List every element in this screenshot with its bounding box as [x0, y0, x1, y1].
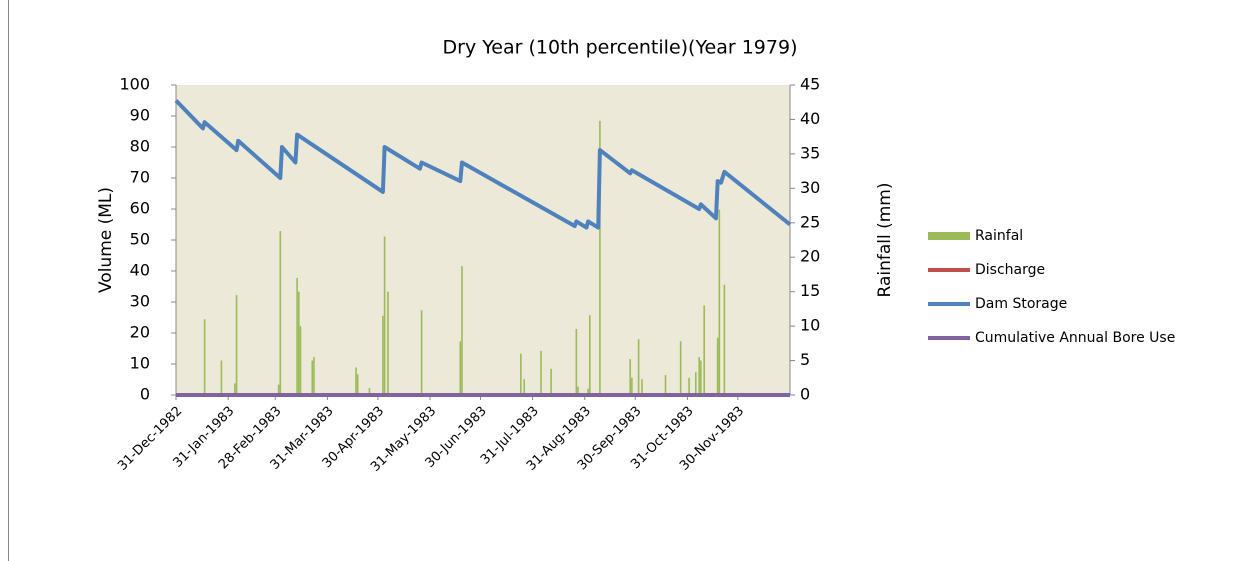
rain-bar — [700, 360, 702, 395]
rain-bar — [520, 353, 522, 395]
y-tick-label: 90 — [130, 106, 150, 125]
y-tick-label: 80 — [130, 137, 150, 156]
rain-bar — [679, 341, 682, 395]
y2-tick-label: 5 — [800, 350, 810, 369]
legend-label: Cumulative Annual Bore Use — [975, 330, 1175, 346]
rain-bar — [688, 377, 690, 395]
y2-tick-label: 30 — [800, 178, 820, 197]
rain-bar — [599, 120, 601, 396]
rain-bar — [694, 372, 697, 395]
y-tick-label: 40 — [130, 261, 150, 280]
y2-axis-label: Rainfall (mm) — [875, 183, 895, 298]
y2-tick-label: 45 — [800, 75, 820, 94]
rain-bar — [459, 341, 462, 395]
rain-bar — [387, 291, 389, 395]
rain-bar — [356, 374, 359, 395]
rain-bar — [550, 368, 552, 395]
rain-bar — [461, 266, 463, 395]
y2-tick-label: 35 — [800, 143, 820, 162]
y2-tick-label: 40 — [800, 109, 820, 128]
legend-swatch — [928, 232, 970, 240]
y-tick-label: 0 — [140, 385, 150, 404]
rain-bar — [718, 209, 721, 395]
y2-tick-label: 25 — [800, 212, 820, 231]
y2-tick-label: 10 — [800, 316, 820, 335]
y-tick-label: 70 — [130, 168, 150, 187]
y-tick-label: 50 — [130, 230, 150, 249]
rain-bar — [279, 231, 282, 395]
rain-bar — [368, 388, 371, 395]
rain-bar — [698, 357, 700, 395]
rain-bar — [716, 337, 719, 395]
y-tick-label: 10 — [130, 354, 150, 373]
legend-label: Dam Storage — [975, 296, 1067, 312]
y-axis-label: Volume (ML) — [96, 187, 116, 293]
rain-bar — [313, 357, 315, 395]
rain-bar — [383, 236, 386, 395]
y-tick-label: 20 — [130, 323, 150, 342]
rain-bar — [703, 305, 706, 395]
rain-bar — [298, 291, 300, 395]
rain-bar — [523, 379, 526, 395]
legend-label: Rainfal — [975, 228, 1023, 244]
rain-bar — [575, 328, 578, 395]
rain-bar — [631, 377, 633, 395]
y2-tick-label: 20 — [800, 247, 820, 266]
rain-bar — [299, 326, 302, 395]
rain-bar — [311, 360, 314, 395]
rain-bar — [641, 379, 643, 395]
rain-bar — [234, 383, 236, 395]
y-tick-label: 60 — [130, 199, 150, 218]
plot-area — [176, 85, 790, 395]
rain-bar — [589, 315, 591, 395]
rain-bar — [296, 277, 298, 395]
rain-bar — [277, 384, 280, 395]
rain-bar — [664, 375, 667, 395]
rain-bar — [637, 339, 640, 395]
rain-bar — [203, 319, 206, 395]
rain-bar — [235, 295, 238, 395]
y-tick-label: 100 — [119, 75, 150, 94]
chart-title: Dry Year (10th percentile)(Year 1979) — [443, 37, 798, 59]
rain-bar — [577, 386, 579, 395]
rain-bar — [382, 315, 384, 395]
legend-label: Discharge — [975, 262, 1045, 278]
y2-tick-label: 0 — [800, 385, 810, 404]
rain-bar — [629, 359, 631, 395]
rain-bar — [540, 350, 542, 395]
rain-bar — [220, 360, 223, 395]
rain-bar — [723, 284, 726, 395]
rain-bar — [355, 367, 357, 395]
y-tick-label: 30 — [130, 292, 150, 311]
rain-bar — [420, 310, 423, 395]
rain-bar — [587, 388, 589, 395]
series-line — [174, 99, 792, 230]
y2-tick-label: 15 — [800, 281, 820, 300]
